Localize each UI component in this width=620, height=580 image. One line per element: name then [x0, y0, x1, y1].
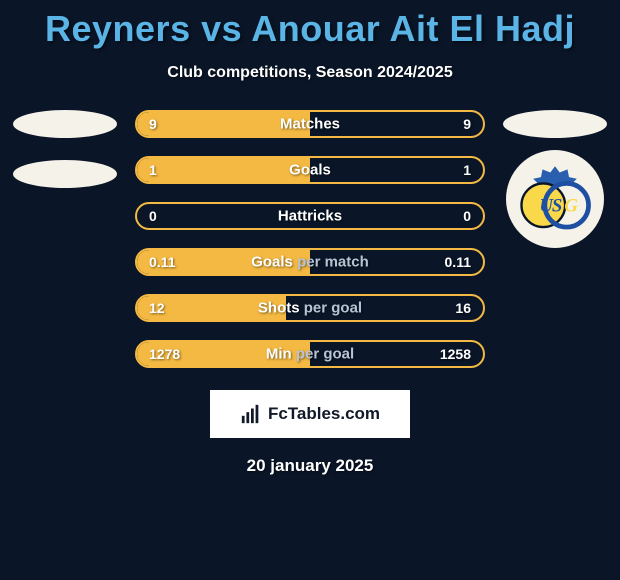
- date-text: 20 january 2025: [0, 456, 620, 476]
- usg-logo-icon: U S G: [516, 160, 594, 238]
- stat-value-right: 1258: [440, 346, 471, 362]
- stat-value-right: 16: [455, 300, 471, 316]
- page-title: Reyners vs Anouar Ait El Hadj: [0, 0, 620, 50]
- chart-icon: [240, 403, 262, 425]
- right-badge-placeholder: [503, 110, 607, 138]
- stat-value-right: 0.11: [445, 254, 471, 270]
- stat-value-left: 0: [149, 208, 157, 224]
- stat-bar-5: 1278 1258 Min per goal: [135, 340, 485, 368]
- stat-bars: 9 9 Matches 1 1 Goals 0 0 Hattricks 0.11 0.11 Goals…: [135, 110, 485, 368]
- stat-label: Shots per goal: [258, 300, 362, 317]
- stat-value-left: 0.11: [149, 254, 175, 270]
- stat-label: Goals per match: [251, 254, 369, 271]
- right-club-logo: U S G: [506, 150, 604, 248]
- stat-bar-0: 9 9 Matches: [135, 110, 485, 138]
- stat-bar-3: 0.11 0.11 Goals per match: [135, 248, 485, 276]
- stat-label: Hattricks: [278, 208, 342, 225]
- stat-label: Goals: [289, 162, 331, 179]
- stat-bar-1: 1 1 Goals: [135, 156, 485, 184]
- left-team-badges: [10, 110, 120, 188]
- brand-badge: FcTables.com: [210, 390, 410, 438]
- stat-value-right: 0: [463, 208, 471, 224]
- svg-text:G: G: [564, 195, 578, 216]
- stat-value-left: 1: [149, 162, 157, 178]
- stat-bar-4: 12 16 Shots per goal: [135, 294, 485, 322]
- stat-bar-2: 0 0 Hattricks: [135, 202, 485, 230]
- stat-value-right: 9: [463, 116, 471, 132]
- subtitle: Club competitions, Season 2024/2025: [0, 64, 620, 82]
- stat-value-left: 9: [149, 116, 157, 132]
- left-badge-placeholder-2: [13, 160, 117, 188]
- stat-value-right: 1: [463, 162, 471, 178]
- stats-area: U S G 99Matches11Goals00Hattricks0.110.1…: [0, 110, 620, 368]
- stat-label: Matches: [280, 116, 340, 133]
- stat-value-left: 12: [149, 300, 165, 316]
- brand-text: FcTables.com: [268, 404, 380, 424]
- stat-value-left: 1278: [149, 346, 180, 362]
- right-team-badges: U S G: [500, 110, 610, 248]
- stat-bar-fill: [137, 158, 310, 182]
- stat-label: Min per goal: [266, 346, 354, 363]
- left-badge-placeholder-1: [13, 110, 117, 138]
- svg-text:S: S: [552, 195, 562, 216]
